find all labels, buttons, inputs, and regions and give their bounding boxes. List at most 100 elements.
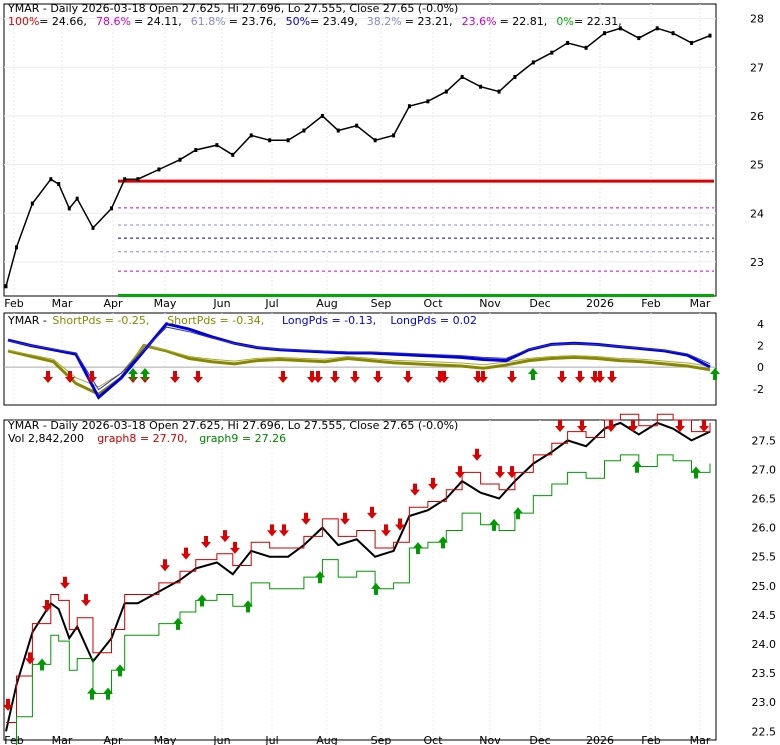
signal-y-tick: 23.0 <box>752 696 777 709</box>
price-y-tick: 24 <box>750 207 764 220</box>
buy-arrow <box>115 664 125 677</box>
price-bar <box>178 157 182 162</box>
price-bar <box>550 50 554 55</box>
sell-arrow <box>699 420 709 432</box>
buy-arrow <box>691 466 701 479</box>
fib-lines <box>118 179 714 298</box>
signal-x-tick: Apr <box>103 734 123 745</box>
price-bar <box>286 138 290 143</box>
signal-legend-item: Vol 2,842,200 <box>8 432 84 445</box>
price-y-tick: 26 <box>750 110 764 123</box>
price-bar <box>57 182 61 187</box>
price-bar <box>123 177 127 182</box>
price-x-tick: Apr <box>103 297 123 310</box>
signal-series <box>5 413 711 745</box>
sell-arrow <box>373 371 383 383</box>
price-bar <box>497 89 501 94</box>
signal-x-tick: Jul <box>264 734 278 745</box>
buy-arrow <box>371 582 381 595</box>
price-bar <box>637 36 641 41</box>
sell-arrow <box>507 371 517 383</box>
price-bar <box>355 123 359 128</box>
price-bar <box>479 84 483 89</box>
signal-y-tick: 24.0 <box>752 638 777 651</box>
price-bar <box>136 177 140 182</box>
price-x-tick: Mar <box>52 297 73 310</box>
sell-arrow <box>395 518 405 531</box>
price-bar <box>4 284 8 289</box>
sell-arrow <box>340 512 350 525</box>
oscillator-series <box>7 322 711 400</box>
oscillator-legend-item: LongPds = -0.13, <box>282 314 376 327</box>
signal-x-tick: 2026 <box>586 734 614 745</box>
price-x-tick: Jun <box>212 297 230 310</box>
buy-arrow <box>197 594 207 607</box>
sell-arrow <box>381 524 391 537</box>
sell-arrow <box>557 371 567 383</box>
fib-value: = 24.11, <box>134 15 182 28</box>
sell-arrow <box>87 371 97 383</box>
price-bar <box>109 206 113 211</box>
signal-y-tick: 24.5 <box>752 609 777 622</box>
price-bar <box>566 40 570 45</box>
fib-value: = 22.81, <box>500 15 548 28</box>
sell-arrow <box>575 371 585 383</box>
price-x-ticks: Feb Mar Apr May Jun Jul Aug Sep Oct Nov Dec 2026 Feb… <box>4 297 711 310</box>
buy-arrow <box>87 687 97 700</box>
sell-arrow <box>628 420 638 432</box>
buy-arrow <box>710 368 720 380</box>
sell-arrow <box>278 371 288 383</box>
price-bar <box>671 31 675 36</box>
sell-arrow <box>439 371 449 383</box>
price-bar <box>603 31 607 36</box>
price-x-tick: May <box>154 297 177 310</box>
price-bar <box>231 152 235 157</box>
graph8-line <box>6 413 711 723</box>
price-title: YMAR - Daily 2026-03-18 Open 27.625, Hi … <box>7 2 458 15</box>
price-bar <box>531 60 535 65</box>
price-x-tick: Dec <box>529 297 550 310</box>
sell-arrow <box>606 420 616 432</box>
price-bar <box>444 89 448 94</box>
buy-arrow <box>37 658 47 671</box>
fib-label: 61.8% <box>191 15 226 28</box>
price-bar <box>268 138 272 143</box>
sell-arrow <box>170 371 180 383</box>
price-bar <box>708 33 712 38</box>
price-grid <box>4 4 716 296</box>
fib-label: 0% <box>556 15 573 28</box>
oscillator-y-tick: -2 <box>753 383 764 396</box>
signal-x-tick: Nov <box>479 734 501 745</box>
sell-arrow <box>193 371 203 383</box>
buy-arrow <box>528 368 538 380</box>
oscillator-legend-item: YMAR - <box>7 314 47 327</box>
price-bar <box>91 225 95 230</box>
sell-arrow <box>478 371 488 383</box>
signal-y-tick: 22.5 <box>752 725 777 738</box>
sell-arrow <box>313 371 323 383</box>
price-x-tick: Aug <box>316 297 337 310</box>
price-bar <box>194 148 198 152</box>
price-bar <box>157 167 161 172</box>
price-y-tick: 25 <box>750 159 764 172</box>
price-y-tick: 27 <box>750 61 764 74</box>
signal-panel: 27.5 27.0 26.5 26.0 25.5 25.0 24.5 24.0 23.5 23.0… <box>3 413 777 745</box>
price-x-tick: Mar <box>690 297 711 310</box>
fib-label: 38.2% <box>367 15 402 28</box>
buy-arrow <box>513 507 523 520</box>
signal-x-tick: Jun <box>212 734 230 745</box>
price-x-tick: 2026 <box>586 297 614 310</box>
price-panel-frame <box>3 3 717 297</box>
buy-arrow <box>173 617 183 630</box>
signal-title: YMAR - Daily 2026-03-18 Open 27.625, Hi … <box>7 419 458 432</box>
oscillator-panel: 4 2 0 -2 YMAR - ShortPds = -0.25, ShortPds = … <box>3 312 764 406</box>
signal-x-tick: Feb <box>641 734 660 745</box>
sell-arrow <box>181 547 191 560</box>
oscillator-y-tick: 4 <box>757 318 764 331</box>
oscillator-y-tick: 2 <box>757 339 764 352</box>
signal-x-tick: May <box>154 734 177 745</box>
sell-arrow <box>43 371 53 383</box>
signal-y-tick: 27.0 <box>752 463 777 476</box>
sell-arrow <box>330 371 340 383</box>
sell-arrow <box>350 371 360 383</box>
